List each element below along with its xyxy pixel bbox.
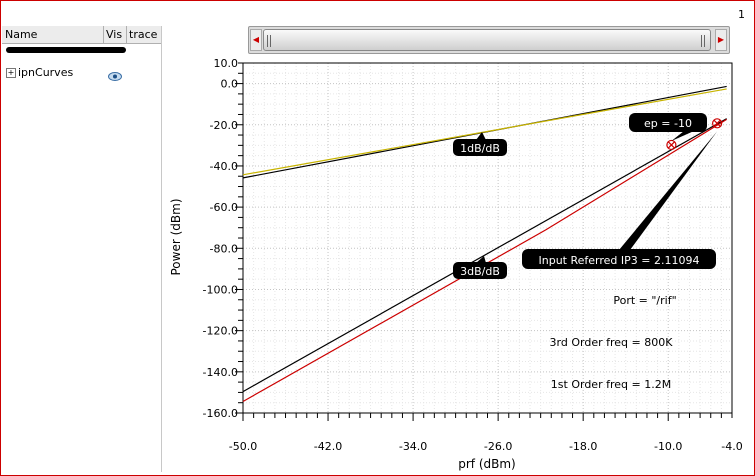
y-tick-label: -160.0	[203, 407, 238, 420]
third-order-freq-annotation: 3rd Order freq = 800K	[550, 336, 674, 349]
y-tick-label: -80.0	[210, 242, 238, 255]
x-axis-title: prf (dBm)	[458, 457, 516, 471]
column-name[interactable]: Name	[5, 28, 38, 41]
ep-callout-pointer	[671, 131, 694, 141]
panel-header: Name Vis trace	[2, 26, 161, 44]
page-number: 1	[738, 8, 745, 21]
y-tick-label: 0.0	[221, 78, 239, 91]
y-axis-title: Power (dBm)	[169, 199, 183, 276]
y-tick-label: -20.0	[210, 119, 238, 132]
x-tick-label: -10.0	[654, 440, 682, 453]
y-tick-label: -40.0	[210, 160, 238, 173]
ep-text: ep = -10	[644, 117, 692, 130]
eye-icon[interactable]	[108, 66, 122, 85]
marker-cross	[667, 141, 675, 149]
ip3-text: Input Referred IP3 = 2.11094	[539, 254, 700, 267]
series-line-2	[242, 118, 727, 393]
marker-circle	[666, 139, 677, 151]
y-tick-label: 10.0	[214, 57, 239, 70]
column-trace[interactable]: trace	[129, 28, 158, 41]
scroll-right-button[interactable]: ▶	[715, 29, 727, 51]
series-line-3	[242, 118, 727, 402]
slope-3rd-pointer	[476, 256, 486, 263]
x-tick-label: -50.0	[229, 440, 257, 453]
column-vis[interactable]: Vis	[106, 28, 123, 41]
x-tick-label: -34.0	[399, 440, 427, 453]
ep-label: ep = -10	[629, 113, 707, 132]
scroll-left-button[interactable]: ◀	[250, 29, 262, 51]
x-tick-label: -26.0	[484, 440, 512, 453]
y-tick-label: -120.0	[203, 325, 238, 338]
slope-3rd-label: 3dB/dB	[453, 262, 507, 279]
y-tick-label: -140.0	[203, 366, 238, 379]
x-tick-label: -18.0	[569, 440, 597, 453]
trace-panel: Name Vis trace + ipnCurves	[2, 26, 162, 472]
x-tick-label: -42.0	[314, 440, 342, 453]
slope-1st-label: 1dB/dB	[453, 139, 507, 156]
marker-0	[666, 139, 677, 151]
column-divider[interactable]	[126, 26, 127, 43]
first-order-freq-annotation: 1st Order freq = 1.2M	[551, 378, 671, 391]
y-tick-label: -100.0	[203, 283, 238, 296]
ip3-label: Input Referred IP3 = 2.11094	[522, 249, 716, 269]
ip3-callout-pointer	[619, 131, 718, 250]
marker-1	[712, 118, 723, 129]
tree-row-ipncurves[interactable]: + ipnCurves	[6, 66, 73, 79]
x-tick-label: -4.0	[721, 440, 742, 453]
port-annotation: Port = "/rif"	[613, 294, 676, 307]
marker-circle	[712, 118, 723, 129]
slope-1st-text: 1dB/dB	[460, 142, 500, 155]
column-divider[interactable]	[103, 26, 104, 43]
slope-1st-pointer	[476, 132, 486, 140]
redacted-bar	[6, 47, 126, 53]
tree-row-label: ipnCurves	[18, 66, 74, 79]
horizontal-scrollbar[interactable]: ◀ ▶	[248, 26, 730, 54]
expand-toggle[interactable]: +	[6, 68, 16, 78]
marker-cross	[713, 119, 721, 127]
scroll-thumb[interactable]	[263, 29, 711, 51]
slope-3rd-text: 3dB/dB	[460, 265, 500, 278]
y-tick-label: -60.0	[210, 201, 238, 214]
series-line-1	[242, 88, 727, 176]
